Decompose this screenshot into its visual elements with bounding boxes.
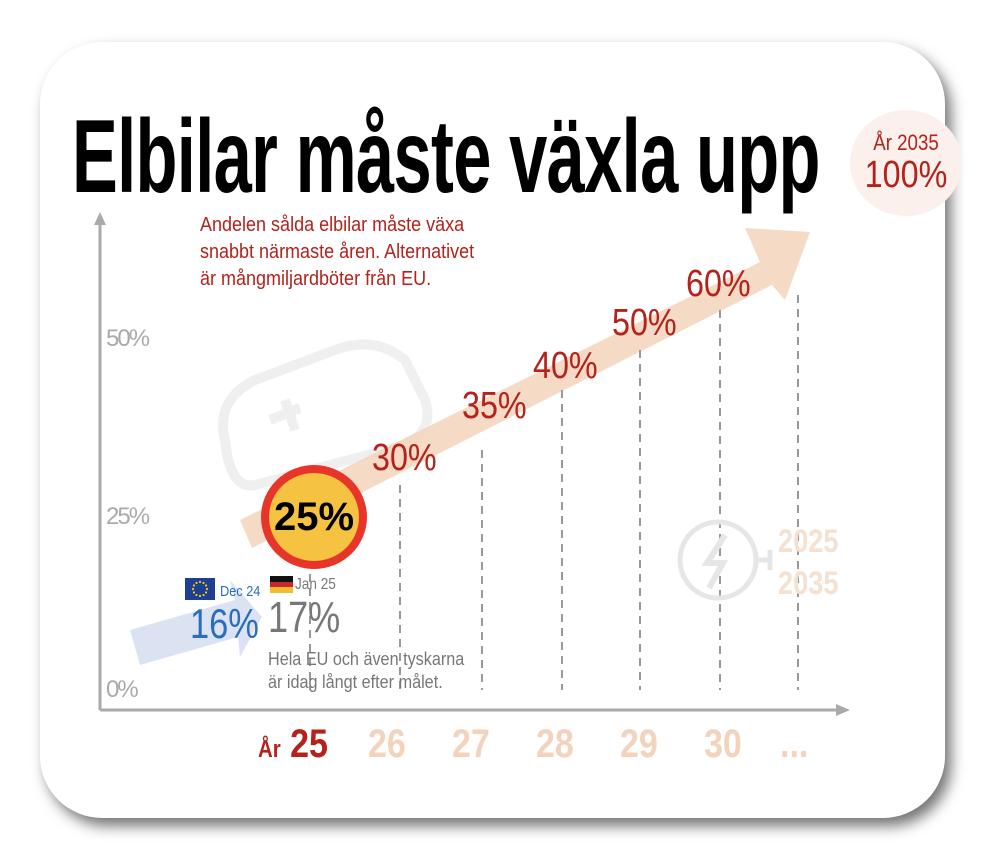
year-range-badge: 2025 2035 [778,520,839,604]
eu-date: Dec 24 [220,583,261,600]
page-title: Elbilar måste växla upp [72,99,820,215]
badge-year: 2035 [778,565,839,601]
x-axis-arrowhead [836,704,850,716]
subtitle-line: Andelen sålda elbilar måste växa [200,214,465,236]
germany-value: 17% [268,593,341,642]
data-label: 60% [686,263,751,305]
data-label: 25% [273,494,355,539]
y-axis-arrowhead [94,212,106,225]
x-tick-label: 28 [536,722,574,766]
germany-flag-icon [270,576,293,593]
target-bubble: År 2035 100% [850,110,962,216]
note-line: Hela EU och även tyskarna [268,649,465,669]
eu-flag-icon [185,578,215,600]
data-label: 35% [462,385,527,427]
y-tick-label: 25% [106,503,150,530]
germany-date: Jan 25 [295,576,336,593]
y-tick-label: 50% [106,325,150,352]
x-tick-label: 26 [368,722,406,766]
x-tick-label-current: År 25 [258,722,328,766]
growth-arrow [240,228,810,548]
subtitle-line: snabbt närmaste åren. Alternativet [200,241,475,263]
eu-value: 16% [190,600,259,647]
electric-car-icon [218,339,433,491]
target-value: 100% [864,154,948,196]
y-tick-label: 0% [106,676,139,703]
note-text: Hela EU och även tyskarna är idag långt … [268,648,464,694]
data-label: 50% [612,302,677,344]
x-tick-label: 27 [452,722,490,766]
eu-arrow [130,580,262,665]
data-label: 40% [533,345,598,387]
x-tick-label: 29 [620,722,658,766]
badge-year: 2025 [778,523,839,559]
subtitle-line: är mångmiljardböter från EU. [200,268,432,290]
infographic-card [40,42,945,818]
current-target-circle: 25% [261,465,367,569]
ev-plug-icon [677,519,773,601]
note-line: är idag långt efter målet. [268,672,443,692]
subtitle: Andelen sålda elbilar måste växa snabbt … [200,212,505,293]
data-label: 30% [372,437,437,479]
x-tick-label: ... [780,722,809,766]
x-tick-label: 30 [704,722,742,766]
target-label: År 2035 [873,130,939,155]
